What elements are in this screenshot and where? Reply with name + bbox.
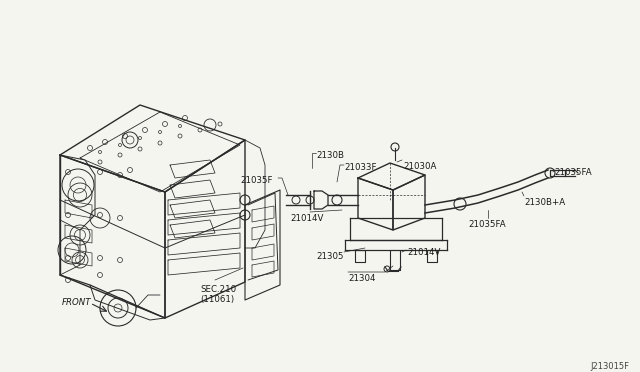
Text: 21304: 21304 [348,274,376,283]
Text: 21035FA: 21035FA [468,220,506,229]
Text: 21035FA: 21035FA [554,168,591,177]
Text: 21033F: 21033F [344,163,376,172]
Text: J213015F: J213015F [590,362,629,371]
Text: 21030A: 21030A [403,162,436,171]
Text: 21014V: 21014V [407,248,440,257]
Text: 21035F: 21035F [240,176,273,185]
Text: 21305: 21305 [316,252,344,261]
Text: 21014V: 21014V [290,214,323,223]
Text: 2130B: 2130B [316,151,344,160]
Text: 2130B+A: 2130B+A [524,198,565,207]
Text: FRONT: FRONT [62,298,92,307]
Text: SEC.210
(11061): SEC.210 (11061) [200,285,236,304]
